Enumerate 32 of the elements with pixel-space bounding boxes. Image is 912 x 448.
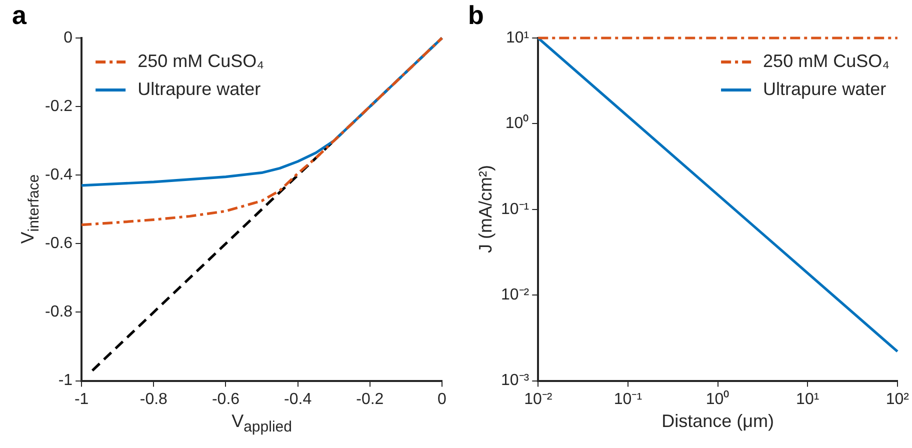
y-tick-label: 0 [64,29,73,46]
y-tick-label: -0.8 [44,304,73,321]
y-tick-label: 10¹ [506,29,530,46]
legend-label: Ultrapure water [763,78,886,99]
y-tick-label: 10⁻² [501,286,530,304]
x-tick-label: -0.6 [212,390,240,408]
legend-label: 250 mM CuSO₄ [138,50,264,71]
legend-label: Ultrapure water [138,78,261,99]
chart-title: b [468,0,484,31]
x-tick-label: -0.4 [284,390,312,408]
y-axis-title: J (mA/cm²) [476,165,496,254]
y-tick-label: -0.6 [44,235,73,252]
y-tick-label: 10⁻³ [501,372,530,390]
y-tick-label: -1 [58,372,73,390]
x-axis-title: Distance (μm) [662,410,774,432]
x-tick-label: 10² [886,390,910,408]
x-tick-label: 0 [438,390,447,408]
y-tick-label: -0.2 [44,98,73,115]
x-tick-label: 10⁰ [706,390,730,408]
x-tick-label: -0.2 [356,390,384,408]
y-tick-label: 10⁰ [505,114,530,132]
chart-title: a [12,0,26,31]
x-tick-label: 10⁻¹ [614,390,642,408]
legend-label: 250 mM CuSO₄ [763,50,890,71]
x-tick-label: 10¹ [796,390,820,408]
x-axis-title: V$_{applied}$ [232,410,292,436]
y-tick-label: 10⁻¹ [501,200,530,218]
x-tick-label: -1 [74,390,89,408]
line-series [80,36,444,226]
y-tick-label: -0.4 [44,166,73,184]
x-tick-label: 10⁻² [524,390,553,408]
x-tick-label: -0.8 [140,390,168,408]
